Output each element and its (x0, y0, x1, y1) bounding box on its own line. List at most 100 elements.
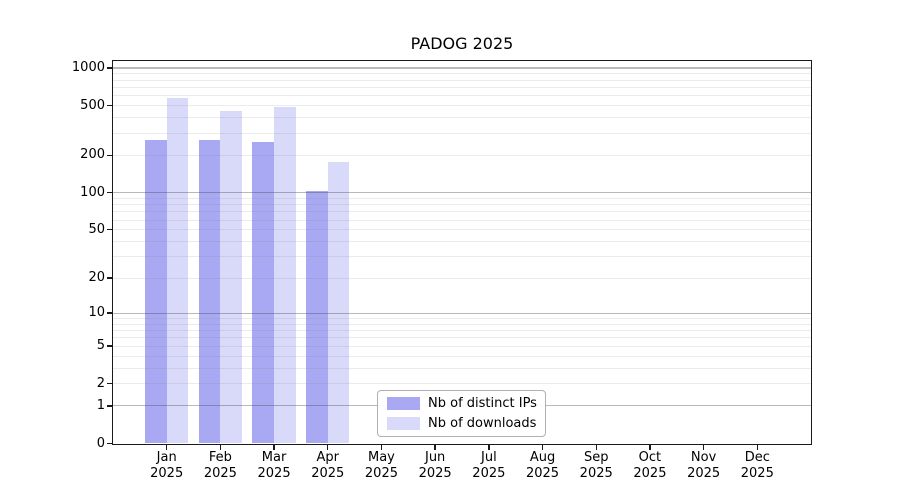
x-tick-mark-aug (541, 443, 544, 450)
bar-mar-distinct-ips (252, 142, 275, 444)
y-tick-mark-1000 (106, 67, 113, 69)
x-tick-mark-apr (327, 443, 329, 450)
x-tick-label-apr: Apr 2025 (298, 450, 358, 481)
x-tick-mark-jan (165, 443, 168, 450)
gridline-minor-90 (113, 197, 811, 199)
y-tick-label-2: 2 (96, 375, 105, 391)
x-tick-label-may: May 2025 (351, 450, 411, 481)
x-tick-label-aug: Aug 2025 (513, 450, 573, 481)
chart-title: PADOG 2025 (410, 34, 514, 53)
x-tick-year: 2025 (579, 465, 613, 481)
x-tick-year: 2025 (472, 465, 506, 481)
x-tick-year: 2025 (364, 465, 398, 481)
bar-mar-downloads (274, 107, 296, 444)
gridline-minor-30 (113, 256, 811, 258)
x-tick-mark-dec (756, 443, 758, 450)
y-tick-label-50: 50 (88, 221, 105, 237)
x-tick-month: May (368, 450, 395, 465)
bar-apr-downloads (327, 162, 350, 444)
gridline-minor-600 (113, 95, 811, 97)
legend-label-downloads: Nb of downloads (428, 415, 537, 431)
x-tick-month: Jul (481, 450, 497, 465)
bar-feb-distinct-ips (198, 140, 221, 444)
x-tick-year: 2025 (150, 465, 184, 481)
x-tick-label-oct: Oct 2025 (620, 450, 680, 481)
y-tick-mark-1 (106, 405, 113, 407)
x-tick-mark-oct (649, 443, 651, 450)
x-tick-mark-feb (219, 443, 222, 450)
y-tick-mark-10 (106, 312, 113, 314)
x-tick-label-jul: Jul 2025 (459, 450, 519, 481)
gridline-minor-700 (113, 86, 811, 88)
y-tick-label-500: 500 (80, 97, 105, 113)
gridline-major-10 (113, 312, 811, 314)
x-tick-month: Feb (208, 450, 232, 465)
legend: Nb of distinct IPs Nb of downloads (377, 390, 546, 437)
gridline-minor-70 (113, 211, 811, 213)
y-tick-mark-500 (106, 104, 113, 107)
x-tick-year: 2025 (687, 465, 721, 481)
x-tick-month: Oct (638, 450, 662, 465)
gridline-minor-7 (113, 329, 811, 331)
x-tick-month: Apr (316, 450, 340, 465)
y-tick-mark-100 (106, 191, 113, 194)
y-tick-label-0: 0 (96, 435, 105, 451)
gridline-minor-4 (113, 355, 811, 357)
bar-jan-downloads (166, 98, 189, 444)
gridline-minor-40 (113, 241, 811, 243)
y-tick-label-5: 5 (96, 338, 105, 354)
x-tick-year: 2025 (257, 465, 291, 481)
x-tick-label-jun: Jun 2025 (405, 450, 465, 481)
y-tick-mark-0 (106, 442, 113, 445)
x-tick-year: 2025 (203, 465, 237, 481)
x-tick-month: Aug (529, 450, 556, 465)
y-tick-label-1000: 1000 (71, 59, 105, 75)
x-tick-mark-may (380, 443, 383, 450)
x-tick-mark-jul (488, 443, 490, 450)
x-tick-month: Sep (583, 450, 609, 465)
gridline-minor-3 (113, 367, 811, 369)
x-tick-year: 2025 (525, 465, 560, 481)
x-tick-label-sep: Sep 2025 (566, 450, 626, 481)
x-tick-year: 2025 (740, 465, 774, 481)
x-tick-year: 2025 (418, 465, 452, 481)
x-tick-month: Mar (261, 450, 287, 465)
y-tick-label-100: 100 (80, 184, 105, 200)
legend-swatch-distinct-ips (387, 397, 420, 410)
x-tick-month: Nov (690, 450, 717, 465)
gridline-major-100 (113, 192, 811, 194)
legend-label-distinct-ips: Nb of distinct IPs (428, 395, 537, 411)
y-tick-mark-200 (106, 154, 113, 156)
x-tick-label-nov: Nov 2025 (674, 450, 734, 481)
gridline-minor-5 (113, 345, 811, 347)
y-tick-label-10: 10 (88, 305, 105, 321)
x-tick-label-mar: Mar 2025 (244, 450, 304, 481)
y-tick-label-1: 1 (96, 397, 105, 413)
gridline-minor-8 (113, 323, 811, 325)
bar-jan-distinct-ips (144, 140, 167, 444)
x-tick-mark-jun (434, 443, 436, 450)
x-tick-mark-mar (273, 443, 275, 450)
legend-swatch-downloads (387, 417, 420, 430)
y-tick-mark-5 (106, 345, 113, 347)
legend-row-downloads: Nb of downloads (387, 416, 539, 432)
x-tick-year: 2025 (311, 465, 345, 481)
gridline-minor-900 (113, 73, 811, 75)
x-tick-year: 2025 (633, 465, 667, 481)
gridline-minor-50 (113, 229, 811, 231)
gridline-minor-2 (113, 383, 811, 385)
gridline-minor-60 (113, 219, 811, 221)
y-tick-label-20: 20 (88, 270, 105, 286)
x-tick-mark-sep (595, 443, 597, 450)
y-tick-mark-50 (106, 229, 113, 231)
gridline-minor-500 (113, 105, 811, 107)
x-tick-mark-nov (702, 443, 705, 450)
x-tick-month: Dec (744, 450, 770, 465)
x-tick-label-dec: Dec 2025 (727, 450, 787, 481)
y-tick-mark-2 (106, 383, 113, 385)
gridline-minor-20 (113, 277, 811, 279)
gridline-major-1000 (113, 67, 811, 69)
gridline-minor-6 (113, 337, 811, 339)
gridline-minor-200 (113, 154, 811, 156)
